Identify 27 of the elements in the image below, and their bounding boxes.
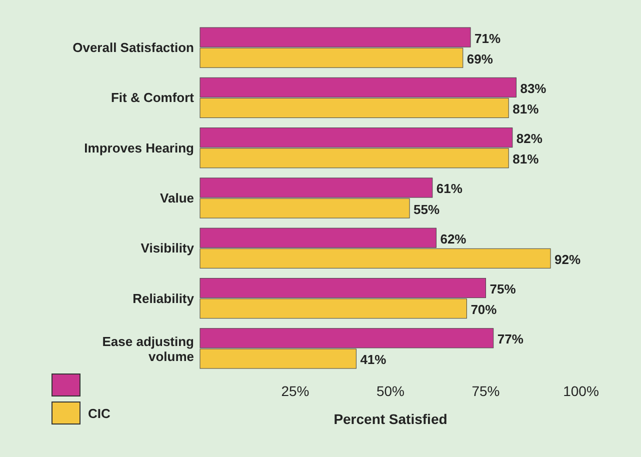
x-tick-label: 25% (281, 383, 310, 399)
x-tick-label: 75% (472, 383, 500, 399)
data-label: 70% (470, 302, 498, 318)
data-label: 62% (440, 231, 467, 246)
data-label: 83% (520, 80, 547, 96)
data-label: 69% (466, 51, 494, 66)
data-label: 61% (436, 181, 463, 196)
y-tick-label: Visibility (140, 240, 195, 256)
y-tick-label: Reliability (132, 290, 195, 306)
data-label: 82% (516, 131, 543, 146)
data-label: 92% (554, 252, 581, 267)
data-label: 41% (360, 352, 387, 368)
data-label: 77% (497, 332, 524, 347)
data-label: 75% (490, 282, 516, 297)
x-axis-title: Percent Satisfied (334, 411, 448, 427)
data-label: 71% (474, 30, 501, 46)
y-tick-label: Fit & Comfort (110, 90, 195, 106)
x-tick-label: 100% (563, 383, 599, 399)
y-tick-label: Improves Hearing (84, 140, 194, 156)
y-tick-label: Value (160, 190, 194, 206)
x-tick-label: 50% (376, 383, 405, 399)
data-label: 55% (414, 202, 440, 217)
data-label: 81% (512, 152, 540, 167)
y-tick-label: Overall Satisfaction (72, 40, 194, 56)
legend-label: CIC (88, 406, 111, 421)
y-tick-label: Ease adjusting volume (102, 334, 194, 364)
data-label: 81% (512, 101, 540, 116)
